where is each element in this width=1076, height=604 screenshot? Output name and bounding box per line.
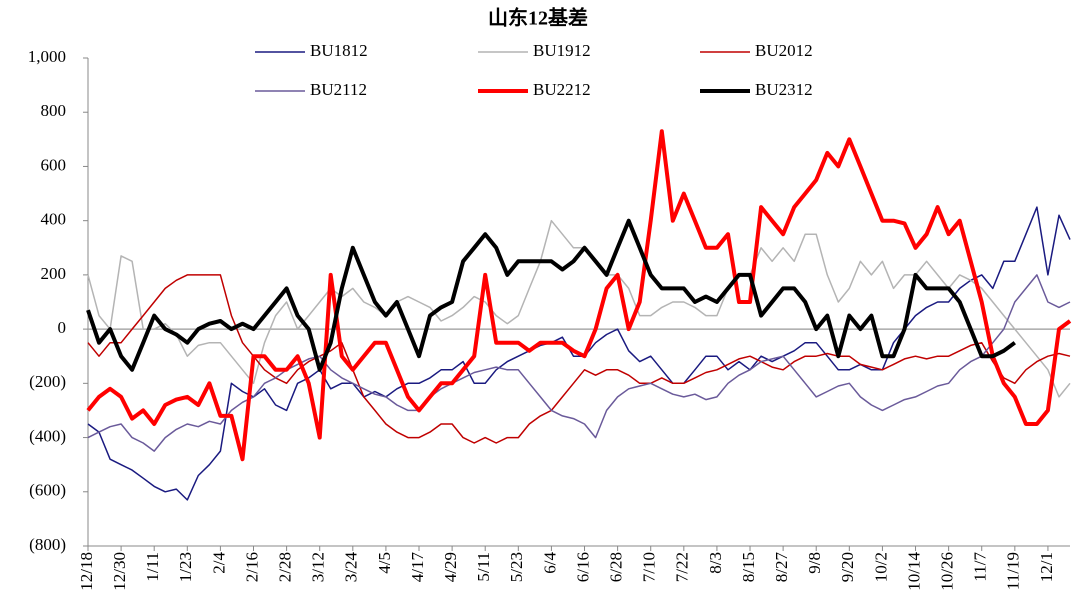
y-tick-label: 0 — [58, 318, 67, 337]
x-tick-label: 4/29 — [441, 552, 460, 582]
chart-title: 山东12基差 — [488, 6, 588, 30]
x-tick-label: 7/10 — [640, 552, 659, 582]
x-tick-label: 8/15 — [739, 552, 758, 582]
x-tick-label: 12/18 — [77, 552, 96, 591]
legend-label: BU2112 — [310, 80, 367, 99]
x-tick-label: 2/4 — [209, 552, 228, 574]
x-tick-label: 12/30 — [110, 552, 129, 591]
y-tick-label: 600 — [41, 155, 67, 174]
y-tick-label: (600) — [29, 481, 66, 500]
x-tick-label: 8/3 — [706, 552, 725, 574]
y-tick-label: (400) — [29, 426, 66, 445]
x-tick-label: 2/16 — [242, 552, 261, 582]
x-tick-label: 5/11 — [474, 552, 493, 582]
x-tick-label: 9/20 — [838, 552, 857, 582]
legend-label: BU2312 — [755, 80, 813, 99]
x-tick-label: 5/23 — [507, 552, 526, 582]
x-tick-label: 8/27 — [772, 552, 791, 583]
x-tick-label: 3/12 — [309, 552, 328, 582]
y-tick-label: 200 — [41, 264, 67, 283]
x-tick-label: 4/17 — [408, 552, 427, 583]
x-tick-label: 10/2 — [871, 552, 890, 582]
legend-label: BU1812 — [310, 41, 368, 60]
series-line — [87, 274, 1071, 452]
x-tick-label: 10/26 — [938, 552, 957, 591]
x-tick-label: 1/23 — [176, 552, 195, 582]
series-line — [86, 129, 1072, 462]
x-tick-label: 7/22 — [673, 552, 692, 582]
x-tick-label: 6/4 — [540, 552, 559, 574]
x-tick-label: 11/7 — [971, 552, 990, 582]
x-tick-label: 6/16 — [573, 552, 592, 582]
y-tick-label: (800) — [29, 535, 66, 554]
y-tick-label: 800 — [41, 101, 67, 120]
x-tick-label: 1/11 — [143, 552, 162, 582]
legend-label: BU2012 — [755, 41, 813, 60]
legend-label: BU1912 — [533, 41, 591, 60]
x-tick-label: 11/19 — [1004, 552, 1023, 590]
x-tick-label: 9/8 — [805, 552, 824, 574]
x-tick-label: 3/24 — [342, 552, 361, 583]
x-tick-label: 2/28 — [276, 552, 295, 582]
y-tick-label: 400 — [41, 210, 67, 229]
x-tick-label: 6/28 — [607, 552, 626, 582]
x-tick-label: 4/5 — [375, 552, 394, 574]
y-tick-label: (200) — [29, 372, 66, 391]
series-line — [87, 274, 1071, 444]
legend-label: BU2212 — [533, 80, 591, 99]
series-line — [87, 219, 1071, 398]
y-tick-label: 1,000 — [28, 47, 66, 66]
x-tick-label: 10/14 — [904, 552, 923, 591]
series-line — [86, 218, 1016, 372]
x-tick-label: 12/1 — [1037, 552, 1056, 582]
